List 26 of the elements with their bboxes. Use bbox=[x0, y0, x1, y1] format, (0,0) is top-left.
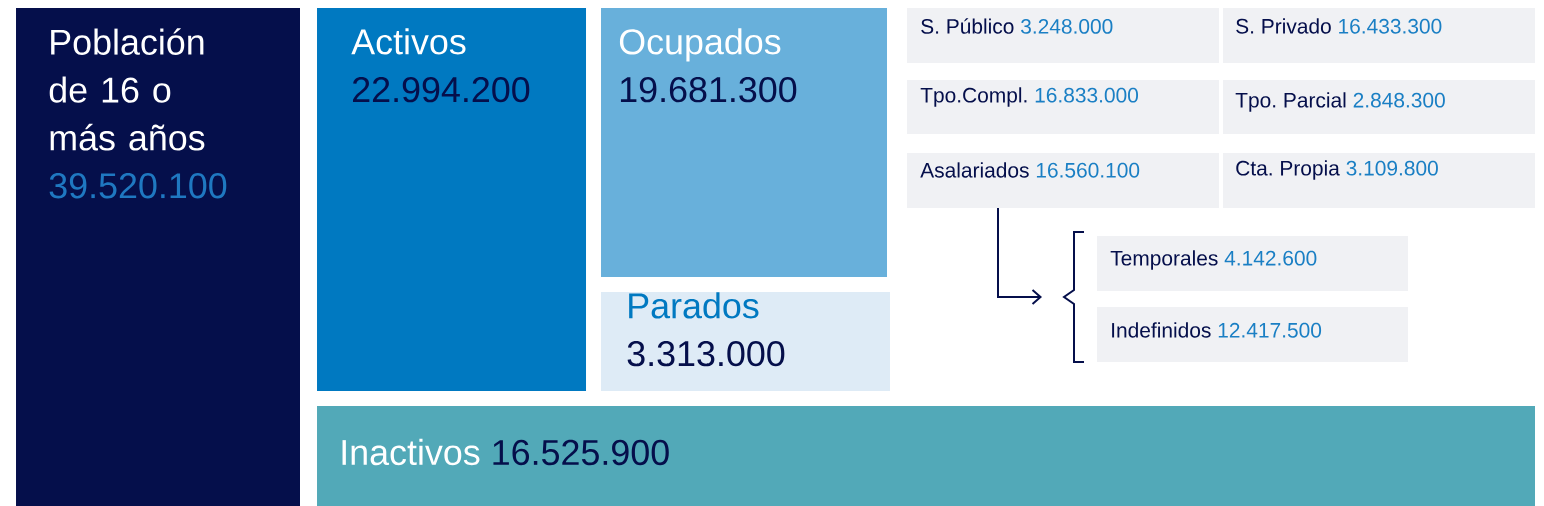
data-label: 19.681.300 bbox=[620, 76, 797, 103]
data-label: 16.433.300 bbox=[1339, 18, 1442, 34]
category-label: Población de 16 o más años bbox=[49, 28, 205, 151]
category-label: S. Público bbox=[921, 18, 1014, 34]
category-label: Asalariados bbox=[920, 162, 1029, 178]
data-label: 39.520.100 bbox=[49, 173, 227, 199]
data-label: 3.313.000 bbox=[627, 340, 785, 367]
category-label: Indefinidos bbox=[1112, 322, 1211, 338]
data-label: 4.142.600 bbox=[1224, 250, 1317, 266]
category-label: Tpo. Parcial bbox=[1235, 92, 1346, 112]
category-label: Activos bbox=[351, 28, 466, 55]
data-label: 12.417.500 bbox=[1218, 322, 1322, 338]
category-label: Parados bbox=[629, 292, 759, 319]
data-label: 3.109.800 bbox=[1346, 160, 1438, 176]
data-label: 3.248.000 bbox=[1021, 18, 1113, 34]
category-label: S. Privado bbox=[1236, 18, 1331, 34]
category-label: Tpo.Compl. bbox=[920, 87, 1027, 107]
category-label: Inactivos bbox=[342, 438, 480, 466]
data-label: 16.833.000 bbox=[1035, 87, 1139, 103]
data-label: 16.560.100 bbox=[1036, 162, 1140, 178]
data-label: 16.525.900 bbox=[493, 439, 669, 466]
data-label: 22.994.200 bbox=[353, 76, 530, 103]
category-label: Temporales bbox=[1110, 250, 1218, 270]
category-label: Ocupados bbox=[619, 28, 781, 62]
category-label: Cta. Propia bbox=[1236, 160, 1340, 180]
data-label: 2.848.300 bbox=[1353, 92, 1445, 108]
